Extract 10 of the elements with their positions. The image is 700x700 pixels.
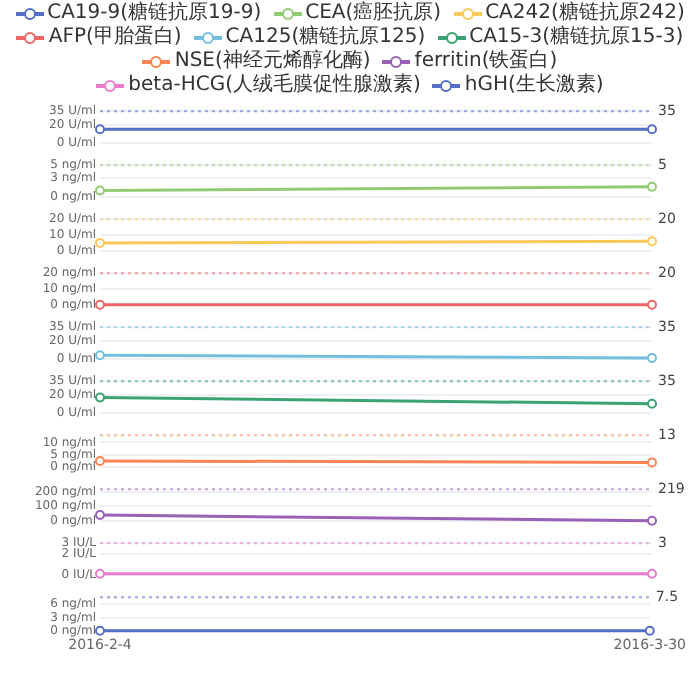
legend-label: CA15-3(糖链抗原15-3) [469,26,684,49]
legend-label: CA125(糖链抗原125) [225,26,426,49]
legend-label: CA19-9(糖链抗原19-9) [47,2,262,25]
legend-label: NSE(神经元烯醇化酶) [174,50,371,73]
legend-label: AFP(甲胎蛋白) [48,26,182,50]
legend-label: CEA(癌胚抗原) [305,2,442,25]
legend-label: CA242(糖链抗原242) [485,2,685,25]
legend-label: hGH(生长激素) [464,74,604,98]
legend-label: ferritin(铁蛋白) [414,50,558,73]
legend-label: beta-HCG(人绒毛膜促性腺激素) [128,74,421,98]
